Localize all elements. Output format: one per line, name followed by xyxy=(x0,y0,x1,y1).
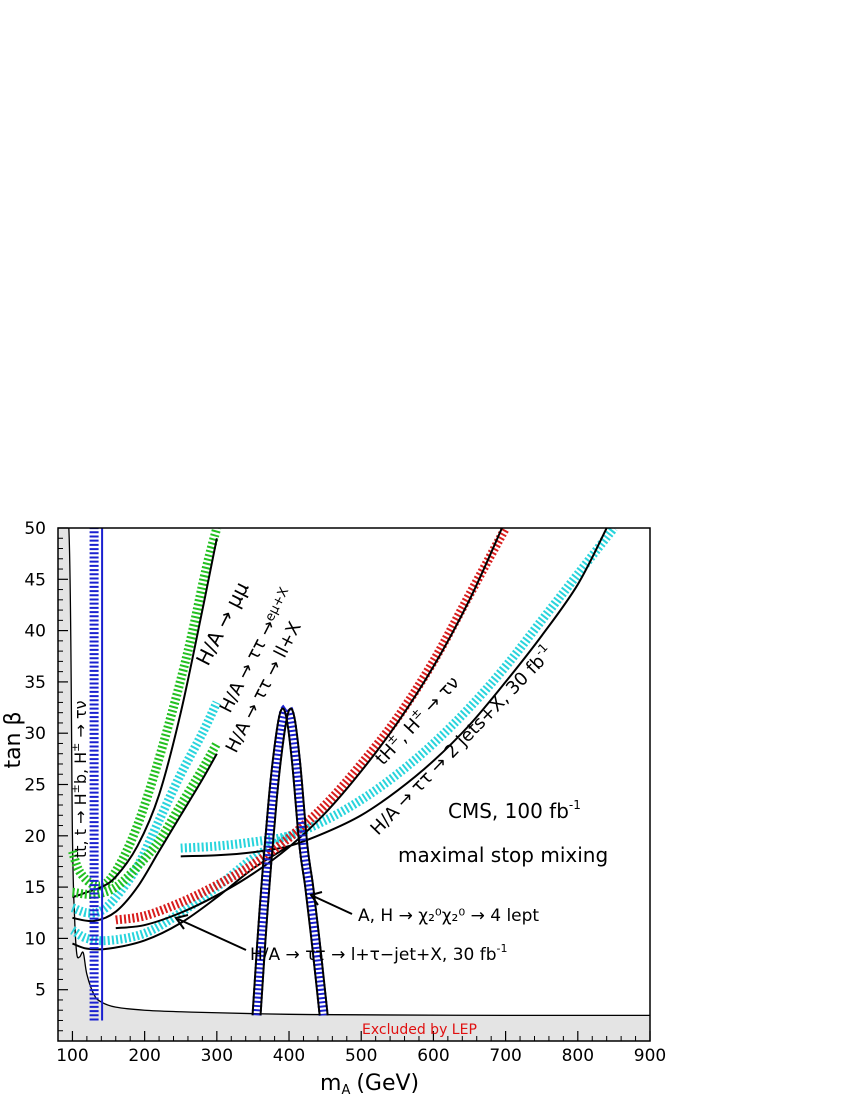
cms-label: CMS, 100 fb-1 xyxy=(448,798,581,823)
charged-higgs-label: tt, t → H±b, H± → τν xyxy=(69,700,90,858)
series-tH-band xyxy=(115,528,510,925)
y-axis-ticks: 5 10 15 20 25 30 35 40 45 50 xyxy=(24,519,68,1032)
series-mumu-line xyxy=(72,538,218,899)
y-tick-label: 45 xyxy=(24,570,46,590)
x-tick-label: 300 xyxy=(201,1046,233,1066)
x-tick-label: 100 xyxy=(56,1046,88,1066)
y-tick-label: 25 xyxy=(24,776,46,796)
y-axis-title: tan β xyxy=(1,711,26,768)
x-tick-label: 500 xyxy=(345,1046,377,1066)
ltau-label-text: H/A → ττ → l+τ−jet+X, 30 fb xyxy=(250,945,497,965)
charged-label-mid: b, H xyxy=(71,752,90,784)
emu-label-sub: eμ+X xyxy=(262,585,292,624)
tH-label-text: tH xyxy=(371,740,400,769)
x-axis-title: mA (GeV) xyxy=(320,1071,419,1098)
series-emu-band xyxy=(70,700,221,918)
tH-label-decay: → τν xyxy=(416,672,464,721)
series-twojets-band xyxy=(180,528,618,853)
x-tick-label: 900 xyxy=(634,1046,666,1066)
neutralino-label: A, H → χ₂⁰χ₂⁰ → 4 lept xyxy=(358,906,539,926)
series-tH-line xyxy=(115,528,503,930)
y-tick-label: 5 xyxy=(35,981,46,1001)
lep-label: Excluded by LEP xyxy=(362,1022,477,1038)
neutralino-arrow xyxy=(312,895,353,915)
series-mumu-band xyxy=(68,528,222,891)
charged-label-text: tt, t → H xyxy=(71,793,90,858)
charged-label-decay: → τν xyxy=(71,700,90,742)
series-neutralino-outer xyxy=(251,707,321,1016)
x-tick-label: 600 xyxy=(417,1046,449,1066)
x-tick-label: 200 xyxy=(128,1046,160,1066)
x-tick-label: 400 xyxy=(273,1046,305,1066)
exclusion-curves xyxy=(68,528,618,1021)
y-tick-label: 40 xyxy=(24,622,46,642)
series-ll-line xyxy=(72,753,218,923)
series-neutralino-band xyxy=(251,703,329,1016)
charged-label-sup2: ± xyxy=(69,743,82,752)
y-tick-label: 35 xyxy=(24,673,46,693)
y-tick-label: 10 xyxy=(24,929,46,949)
x-axis-ticks: 100 200 300 400 500 600 700 800 900 xyxy=(56,1031,666,1066)
annotation-arrows xyxy=(174,891,353,951)
ltau-arrowhead xyxy=(174,914,189,930)
x-axis-title-main: m xyxy=(320,1071,341,1096)
cms-label-text: CMS, 100 fb xyxy=(448,799,569,823)
series-twojets-line xyxy=(180,528,608,858)
ltau-arrow xyxy=(177,918,247,951)
y-tick-label: 20 xyxy=(24,827,46,847)
cms-label-sup: -1 xyxy=(569,798,581,812)
charged-label-sup1: ± xyxy=(69,784,82,793)
ltau-label-sup: -1 xyxy=(497,942,508,955)
y-tick-label: 30 xyxy=(24,724,46,744)
neutralino-arrowhead xyxy=(309,891,323,906)
x-tick-label: 800 xyxy=(562,1046,594,1066)
y-tick-label: 50 xyxy=(24,519,46,539)
y-tick-label: 15 xyxy=(24,878,46,898)
series-ltaujet-line xyxy=(72,845,290,951)
ltau-label: H/A → ττ → l+τ−jet+X, 30 fb-1 xyxy=(250,942,508,965)
x-axis-title-unit: (GeV) xyxy=(356,1071,419,1096)
x-tick-label: 700 xyxy=(489,1046,521,1066)
x-axis-title-sub: A xyxy=(341,1083,350,1098)
stop-mixing-label: maximal stop mixing xyxy=(398,843,608,867)
series-ltaujet-band xyxy=(70,831,292,946)
